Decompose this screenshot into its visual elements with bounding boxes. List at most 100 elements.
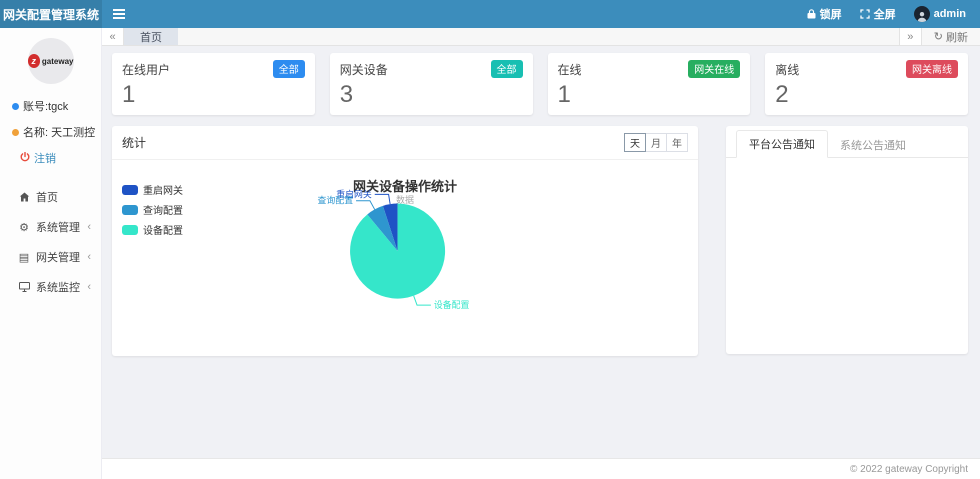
pie-slice-label: 设备配置	[434, 299, 470, 310]
refresh-button[interactable]: ↻ 刷新	[920, 28, 980, 45]
stat-card-offline: 离线 网关离线 2	[765, 53, 968, 115]
card-title: 在线用户	[122, 62, 171, 77]
page-content: 在线用户 全部 1 网关设备 全部 3 在线 网关在线	[102, 46, 980, 458]
chevron-left-icon: ‹	[87, 281, 91, 293]
card-title: 网关设备	[339, 62, 388, 77]
legend-label: 重启网关	[143, 186, 183, 197]
legend-item[interactable]: 设备配置	[122, 222, 183, 237]
legend-label: 设备配置	[143, 226, 183, 237]
card-title: 离线	[775, 62, 800, 77]
page-footer: © 2022 gateway Copyright	[102, 458, 980, 479]
card-value: 2	[775, 81, 789, 108]
pie-label-line	[356, 200, 376, 210]
legend-swatch	[122, 204, 138, 215]
tabs-scroll-right-icon[interactable]: »	[898, 28, 921, 45]
range-day-button[interactable]: 天	[624, 133, 646, 152]
notice-tabs: 平台公告通知 系统公告通知	[726, 126, 968, 158]
pie-slice-1[interactable]	[382, 203, 398, 252]
pie-slice-3[interactable]	[350, 203, 446, 299]
pie-label-line	[413, 295, 431, 306]
notice-panel: 平台公告通知 系统公告通知	[726, 126, 968, 354]
range-button-group: 天 月 年	[624, 133, 688, 152]
tab-home[interactable]: 首页	[124, 28, 178, 45]
sidebar-item-label: 系统监控	[36, 282, 80, 294]
pie-slice-label: 查询配置	[318, 195, 354, 206]
logout-label: 注销	[34, 153, 56, 165]
name-dot-icon	[12, 128, 19, 136]
monitor-icon	[18, 282, 30, 292]
top-navbar: 网关配置管理系统 锁屏 全屏 admin	[0, 0, 980, 28]
legend-item[interactable]: 查询配置	[122, 202, 183, 217]
list-icon: ▤	[18, 251, 30, 264]
range-month-button[interactable]: 月	[645, 133, 667, 152]
lock-screen-button[interactable]: 锁屏	[807, 6, 842, 22]
chart-legend: 重启网关查询配置设备配置	[122, 182, 183, 237]
account-label: 账号:tgck	[23, 101, 69, 113]
home-icon	[18, 192, 30, 202]
chevron-left-icon: ‹	[87, 221, 91, 233]
sidebar-item-gateway-mgmt[interactable]: ▤ 网关管理 ‹	[0, 242, 101, 272]
status-badge: 全部	[490, 60, 523, 78]
stat-card-gateway-devices: 网关设备 全部 3	[329, 53, 533, 115]
tab-platform-notices[interactable]: 平台公告通知	[736, 130, 828, 158]
legend-swatch	[122, 224, 138, 235]
refresh-label: 刷新	[946, 31, 968, 44]
sidebar: z gateway 账号:tgck 名称: 天工测控 注销 首页	[0, 28, 102, 479]
sidebar-item-label: 网关管理	[36, 252, 80, 264]
pie-slice-label: 重启网关	[336, 188, 372, 199]
stat-card-online-users: 在线用户 全部 1	[112, 53, 315, 115]
pie-slice-2[interactable]	[367, 205, 398, 252]
account-row: 账号:tgck	[0, 98, 68, 114]
lock-screen-label: 锁屏	[819, 9, 842, 21]
username-label: admin	[933, 8, 966, 20]
logout-icon	[20, 151, 30, 165]
hamburger-icon[interactable]	[102, 0, 136, 28]
logout-button[interactable]: 注销	[0, 150, 56, 166]
company-logo: z gateway	[27, 38, 74, 84]
tab-system-notices[interactable]: 系统公告通知	[840, 140, 906, 152]
chevron-left-icon: ‹	[87, 251, 91, 263]
logo-mark-icon: z	[27, 54, 40, 68]
tab-strip: « 首页 » ↻ 刷新	[102, 28, 980, 46]
sidebar-menu: 首页 ⚙ 系统管理 ‹ ▤ 网关管理 ‹ 系统监控 ‹	[0, 182, 101, 302]
app-title: 网关配置管理系统	[0, 0, 102, 28]
copyright-label: © 2022 gateway Copyright	[850, 463, 968, 475]
fullscreen-button[interactable]: 全屏	[859, 6, 896, 22]
lock-icon	[807, 9, 816, 19]
status-badge: 网关离线	[906, 60, 958, 78]
sidebar-item-system-mgmt[interactable]: ⚙ 系统管理 ‹	[0, 212, 101, 242]
sidebar-item-home[interactable]: 首页	[0, 182, 101, 212]
card-title: 在线	[557, 62, 582, 77]
stat-cards-row: 在线用户 全部 1 网关设备 全部 3 在线 网关在线	[112, 53, 968, 115]
sidebar-item-label: 首页	[36, 192, 58, 204]
pie-chart: 网关设备操作统计 数据 重启网关 查询配置 设备配置 重启网关 查询配置 设备配置	[112, 160, 698, 356]
legend-swatch	[122, 184, 138, 195]
notice-list-empty	[726, 158, 968, 354]
gear-icon: ⚙	[19, 221, 29, 234]
account-dot-icon	[12, 102, 19, 110]
tabs-scroll-left-icon[interactable]: «	[102, 28, 124, 45]
sidebar-item-system-monitor[interactable]: 系统监控 ‹	[0, 272, 101, 302]
card-value: 1	[122, 81, 136, 108]
logo-text: gateway	[41, 56, 74, 66]
card-value: 1	[557, 81, 571, 108]
name-label: 名称: 天工测控	[23, 127, 96, 139]
name-row: 名称: 天工测控	[0, 124, 95, 140]
refresh-icon: ↻	[933, 31, 943, 43]
fullscreen-icon	[859, 9, 870, 19]
status-badge: 全部	[272, 60, 305, 78]
user-avatar	[913, 6, 930, 22]
pie-label-line	[374, 193, 391, 205]
range-year-button[interactable]: 年	[666, 133, 688, 152]
user-menu[interactable]: admin	[913, 6, 966, 22]
statistics-panel: 统计 天 月 年 网关设备操作统计 数据 重启网关 查询配置 设备配置 重启网关 查询…	[112, 126, 698, 356]
sidebar-item-label: 系统管理	[36, 222, 80, 234]
navbar-right: 锁屏 全屏 admin	[807, 0, 980, 28]
statistics-panel-title: 统计	[122, 136, 147, 150]
stat-card-online: 在线 网关在线 1	[547, 53, 751, 115]
card-value: 3	[339, 81, 354, 108]
legend-label: 查询配置	[143, 206, 183, 217]
fullscreen-label: 全屏	[873, 9, 896, 21]
legend-item[interactable]: 重启网关	[122, 182, 183, 197]
